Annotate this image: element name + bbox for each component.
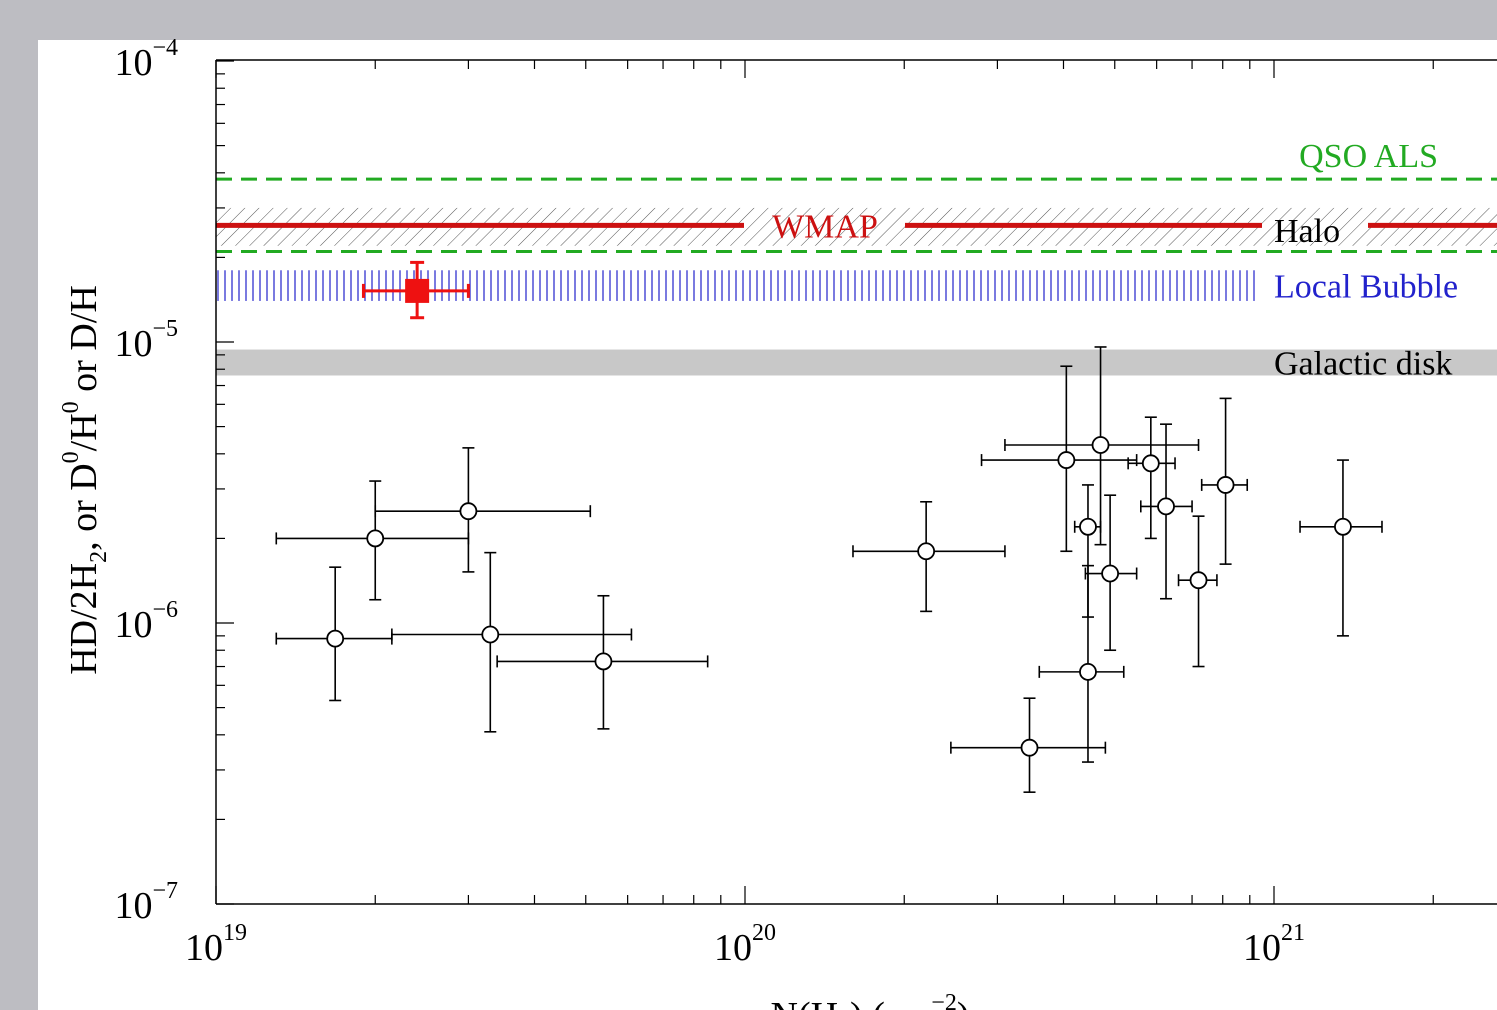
point-marker bbox=[326, 629, 345, 648]
data-point bbox=[1299, 459, 1383, 637]
qso-als-label: QSO ALS bbox=[1299, 138, 1438, 175]
data-point bbox=[1200, 397, 1249, 565]
y-tick-label: 10−6 bbox=[114, 597, 178, 646]
y-tick-label: 10−5 bbox=[114, 316, 178, 365]
data-point bbox=[374, 447, 592, 573]
data-point bbox=[1139, 423, 1193, 600]
data-point bbox=[950, 697, 1107, 793]
point-marker bbox=[1079, 662, 1097, 681]
data-point bbox=[852, 500, 1006, 613]
plot-panel bbox=[38, 40, 1497, 1010]
data-point bbox=[391, 551, 633, 733]
x-axis-label: N(H2) (cm−2) bbox=[771, 990, 970, 1010]
data-point bbox=[1038, 564, 1125, 763]
data-points bbox=[275, 260, 1383, 793]
y-axis-label: HD/2H2, or D0/H0 or D/H bbox=[58, 285, 112, 675]
x-tick-label: 1019 bbox=[185, 920, 247, 969]
highlight-marker bbox=[405, 278, 430, 303]
halo-label: Halo bbox=[1274, 213, 1340, 250]
data-point bbox=[1084, 494, 1138, 652]
point-marker bbox=[1020, 738, 1039, 757]
point-marker bbox=[1157, 497, 1175, 516]
x-tick-label: 1020 bbox=[714, 920, 776, 969]
point-marker bbox=[1141, 454, 1160, 473]
data-point bbox=[980, 365, 1138, 553]
point-marker bbox=[594, 652, 613, 671]
local-bubble-band bbox=[217, 270, 1255, 301]
point-marker bbox=[1079, 517, 1097, 536]
highlight-point bbox=[361, 260, 470, 320]
data-point bbox=[496, 594, 709, 730]
galactic-disk-label: Galactic disk bbox=[1274, 346, 1452, 383]
point-marker bbox=[1189, 571, 1208, 590]
axes: 1019 1020 1021 10−7 10−6 10−5 10−4 N(H2) (cm−2)… bbox=[58, 35, 1497, 1010]
wmap-label: WMAP bbox=[772, 208, 878, 245]
data-point bbox=[275, 480, 470, 601]
point-marker bbox=[1091, 436, 1110, 454]
data-point bbox=[1177, 515, 1218, 668]
band-labels: QSO ALS WMAP Halo Local Bubble Galactic disk bbox=[772, 138, 1458, 382]
point-marker bbox=[1216, 476, 1235, 494]
data-point bbox=[1004, 346, 1200, 546]
point-marker bbox=[1057, 451, 1076, 469]
point-marker bbox=[459, 502, 478, 521]
point-marker bbox=[1334, 517, 1352, 536]
local-bubble-label: Local Bubble bbox=[1274, 269, 1458, 306]
y-tick-label: 10−4 bbox=[114, 35, 178, 84]
reference-bands bbox=[216, 177, 1497, 376]
y-tick-label: 10−7 bbox=[114, 878, 178, 927]
point-marker bbox=[366, 529, 385, 548]
point-marker bbox=[1101, 564, 1120, 583]
point-marker bbox=[917, 542, 936, 561]
galactic-disk-band bbox=[216, 349, 1497, 376]
data-point bbox=[275, 566, 393, 702]
data-point bbox=[1127, 416, 1176, 540]
x-tick-label: 1021 bbox=[1243, 920, 1305, 969]
point-marker bbox=[481, 625, 500, 644]
